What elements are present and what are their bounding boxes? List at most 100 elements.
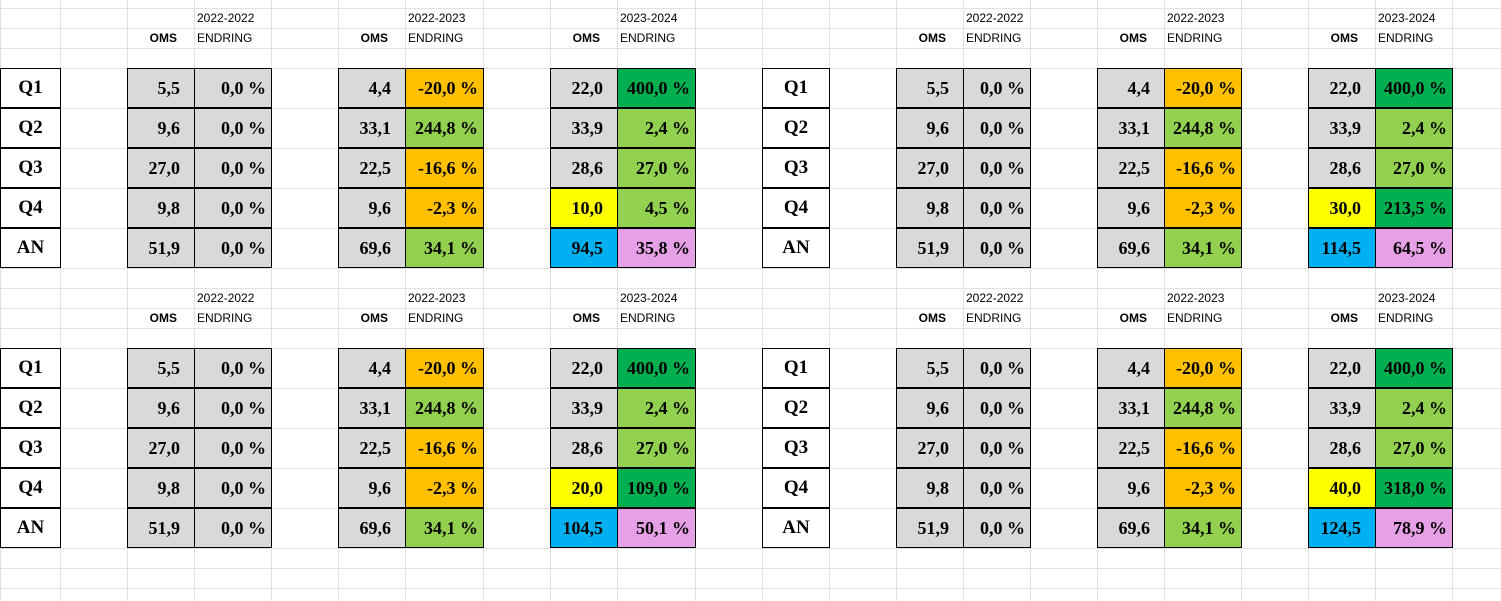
endring-header[interactable]: ENDRING	[197, 311, 253, 325]
endring-cell[interactable]: 0,0 %	[194, 348, 272, 388]
endring-cell[interactable]: 50,1 %	[617, 508, 696, 548]
endring-cell[interactable]: 0,0 %	[963, 508, 1031, 548]
oms-cell[interactable]: 9,6	[1097, 188, 1165, 228]
year-range-header[interactable]: 2022-2022	[966, 11, 1024, 25]
oms-cell[interactable]: 9,6	[1097, 468, 1165, 508]
row-label-q1[interactable]: Q1	[762, 348, 830, 388]
endring-cell[interactable]: -16,6 %	[405, 428, 484, 468]
endring-cell[interactable]: -20,0 %	[405, 68, 484, 108]
oms-cell[interactable]: 33,1	[1097, 388, 1165, 428]
endring-cell[interactable]: 0,0 %	[963, 428, 1031, 468]
endring-header[interactable]: ENDRING	[1167, 31, 1223, 45]
row-label-q4[interactable]: Q4	[0, 468, 61, 508]
oms-header[interactable]: OMS	[1330, 311, 1358, 325]
endring-cell[interactable]: -2,3 %	[1164, 188, 1242, 228]
oms-cell[interactable]: 51,9	[127, 228, 195, 268]
endring-cell[interactable]: 0,0 %	[963, 228, 1031, 268]
endring-header[interactable]: ENDRING	[408, 31, 464, 45]
oms-cell[interactable]: 4,4	[338, 68, 406, 108]
oms-cell[interactable]: 4,4	[338, 348, 406, 388]
oms-cell[interactable]: 27,0	[127, 148, 195, 188]
oms-header[interactable]: OMS	[1330, 31, 1358, 45]
oms-cell[interactable]: 104,5	[550, 508, 618, 548]
oms-cell[interactable]: 33,1	[1097, 108, 1165, 148]
oms-header[interactable]: OMS	[360, 31, 388, 45]
oms-cell[interactable]: 28,6	[550, 428, 618, 468]
oms-cell[interactable]: 28,6	[1308, 428, 1376, 468]
endring-cell[interactable]: 2,4 %	[617, 108, 696, 148]
endring-header[interactable]: ENDRING	[408, 311, 464, 325]
endring-cell[interactable]: 2,4 %	[1375, 388, 1453, 428]
oms-cell[interactable]: 9,6	[338, 188, 406, 228]
endring-header[interactable]: ENDRING	[1378, 311, 1434, 325]
oms-cell[interactable]: 5,5	[896, 348, 964, 388]
oms-cell[interactable]: 5,5	[896, 68, 964, 108]
row-label-q1[interactable]: Q1	[0, 348, 61, 388]
endring-cell[interactable]: 27,0 %	[617, 428, 696, 468]
row-label-q3[interactable]: Q3	[0, 148, 61, 188]
endring-cell[interactable]: 0,0 %	[963, 108, 1031, 148]
endring-header[interactable]: ENDRING	[620, 311, 676, 325]
endring-header[interactable]: ENDRING	[1167, 311, 1223, 325]
row-label-q3[interactable]: Q3	[762, 428, 830, 468]
endring-cell[interactable]: 4,5 %	[617, 188, 696, 228]
oms-cell[interactable]: 33,9	[550, 108, 618, 148]
oms-cell[interactable]: 28,6	[550, 148, 618, 188]
endring-header[interactable]: ENDRING	[966, 311, 1022, 325]
year-range-header[interactable]: 2023-2024	[620, 11, 678, 25]
year-range-header[interactable]: 2022-2023	[408, 11, 466, 25]
endring-cell[interactable]: 34,1 %	[405, 228, 484, 268]
endring-cell[interactable]: 318,0 %	[1375, 468, 1453, 508]
endring-cell[interactable]: 0,0 %	[963, 68, 1031, 108]
endring-cell[interactable]: 0,0 %	[194, 508, 272, 548]
endring-cell[interactable]: 2,4 %	[617, 388, 696, 428]
oms-cell[interactable]: 28,6	[1308, 148, 1376, 188]
oms-cell[interactable]: 69,6	[338, 228, 406, 268]
year-range-header[interactable]: 2023-2024	[620, 291, 678, 305]
row-label-an[interactable]: AN	[762, 508, 830, 548]
year-range-header[interactable]: 2022-2022	[966, 291, 1024, 305]
row-label-an[interactable]: AN	[0, 228, 61, 268]
endring-cell[interactable]: 27,0 %	[1375, 148, 1453, 188]
endring-cell[interactable]: 0,0 %	[963, 388, 1031, 428]
endring-cell[interactable]: -16,6 %	[1164, 148, 1242, 188]
endring-cell[interactable]: 34,1 %	[1164, 508, 1242, 548]
oms-cell[interactable]: 40,0	[1308, 468, 1376, 508]
endring-cell[interactable]: 244,8 %	[405, 388, 484, 428]
endring-cell[interactable]: -2,3 %	[1164, 468, 1242, 508]
endring-cell[interactable]: 0,0 %	[194, 228, 272, 268]
endring-cell[interactable]: -20,0 %	[405, 348, 484, 388]
row-label-q2[interactable]: Q2	[762, 388, 830, 428]
oms-cell[interactable]: 27,0	[127, 428, 195, 468]
row-label-q2[interactable]: Q2	[0, 388, 61, 428]
row-label-q4[interactable]: Q4	[762, 188, 830, 228]
oms-cell[interactable]: 9,8	[896, 468, 964, 508]
oms-cell[interactable]: 22,0	[550, 68, 618, 108]
endring-cell[interactable]: -2,3 %	[405, 468, 484, 508]
endring-cell[interactable]: 0,0 %	[194, 188, 272, 228]
year-range-header[interactable]: 2022-2022	[197, 291, 255, 305]
row-label-q2[interactable]: Q2	[762, 108, 830, 148]
endring-cell[interactable]: 400,0 %	[1375, 348, 1453, 388]
oms-cell[interactable]: 22,0	[550, 348, 618, 388]
oms-cell[interactable]: 4,4	[1097, 68, 1165, 108]
endring-cell[interactable]: 27,0 %	[617, 148, 696, 188]
oms-cell[interactable]: 10,0	[550, 188, 618, 228]
oms-cell[interactable]: 22,0	[1308, 348, 1376, 388]
endring-cell[interactable]: 0,0 %	[194, 468, 272, 508]
endring-cell[interactable]: -16,6 %	[1164, 428, 1242, 468]
endring-cell[interactable]: 2,4 %	[1375, 108, 1453, 148]
oms-header[interactable]: OMS	[918, 31, 946, 45]
endring-cell[interactable]: 78,9 %	[1375, 508, 1453, 548]
oms-header[interactable]: OMS	[1119, 31, 1147, 45]
row-label-q1[interactable]: Q1	[762, 68, 830, 108]
endring-cell[interactable]: 0,0 %	[963, 348, 1031, 388]
oms-cell[interactable]: 94,5	[550, 228, 618, 268]
endring-header[interactable]: ENDRING	[1378, 31, 1434, 45]
oms-header[interactable]: OMS	[360, 311, 388, 325]
endring-cell[interactable]: -20,0 %	[1164, 348, 1242, 388]
oms-cell[interactable]: 22,0	[1308, 68, 1376, 108]
row-label-q1[interactable]: Q1	[0, 68, 61, 108]
endring-cell[interactable]: 213,5 %	[1375, 188, 1453, 228]
oms-cell[interactable]: 114,5	[1308, 228, 1376, 268]
